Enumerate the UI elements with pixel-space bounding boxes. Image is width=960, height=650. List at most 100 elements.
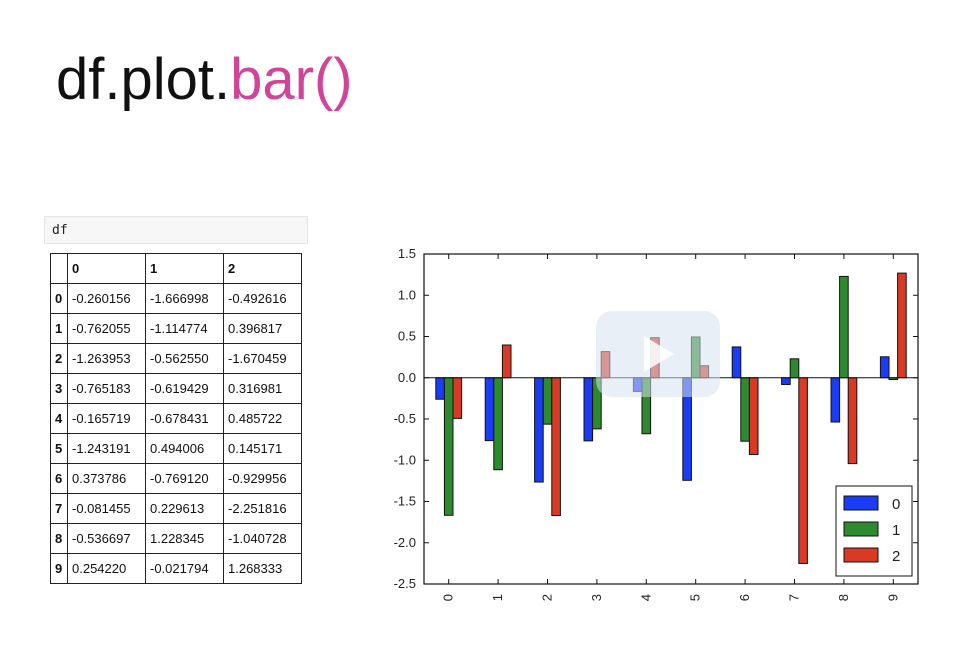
table-cell: 0.485722	[223, 403, 302, 434]
code-cell[interactable]: df	[44, 216, 308, 244]
y-tick-label: -1.5	[394, 494, 416, 509]
table-cell: -1.263953	[67, 343, 146, 374]
table-cell: -2.251816	[223, 493, 302, 524]
x-tick-label: 7	[787, 594, 802, 601]
x-tick-label: 9	[885, 594, 900, 601]
bar-series-0-0	[435, 377, 445, 400]
bar-series-0-2	[534, 377, 544, 483]
bar-chart: 1.5 1.0 0.5 0.0 -0.5 -1.0 -1.5 -2.0 -2.5 0 1 2 3 4 5 6 7…	[370, 240, 930, 620]
bar-series-0-3	[583, 377, 594, 442]
row-index: 7	[50, 493, 68, 524]
table-cell: -0.765183	[67, 373, 146, 404]
table-row: 8 -0.536697 1.228345 -1.040728	[50, 523, 302, 554]
bar-series-2-0	[452, 377, 463, 419]
table-row: 9 0.254220 -0.021794 1.268333	[50, 553, 302, 584]
table-cell: 0.229613	[145, 493, 224, 524]
bar-series-2-1	[501, 344, 512, 379]
table-cell: 0.316981	[223, 373, 302, 404]
y-tick-label: -1.0	[394, 452, 416, 467]
title-prefix: df.plot.	[56, 47, 231, 112]
table-cell: 0.373786	[67, 463, 146, 494]
row-index: 2	[50, 343, 68, 374]
table-cell: -1.114774	[145, 313, 224, 344]
header-col-2: 2	[223, 253, 302, 284]
code-text: df	[52, 223, 68, 238]
legend-swatch-2	[843, 547, 879, 563]
table-row: 2 -1.263953 -0.562550 -1.670459	[50, 343, 302, 374]
bar-series-1-8	[839, 275, 849, 379]
bar-chart-svg: 1.5 1.0 0.5 0.0 -0.5 -1.0 -1.5 -2.0 -2.5 0 1 2 3 4 5 6 7…	[394, 246, 919, 601]
legend-label-2: 2	[892, 548, 900, 565]
table-cell: -1.670459	[223, 343, 302, 374]
table-cell: 0.254220	[67, 553, 146, 584]
x-tick-label: 6	[737, 594, 752, 601]
row-index: 0	[50, 283, 68, 314]
bar-series-1-0	[443, 377, 454, 516]
legend-swatch-1	[843, 521, 879, 537]
table-cell: -0.260156	[67, 283, 146, 314]
slide-title: df.plot.bar()	[56, 40, 353, 120]
bar-series-2-9	[897, 272, 907, 379]
header-col-0: 0	[67, 253, 146, 284]
x-tick-label: 5	[688, 594, 703, 601]
y-tick-label: 1.0	[398, 287, 416, 302]
legend-label-1: 1	[892, 522, 900, 539]
y-tick-label: -2.5	[394, 576, 416, 591]
table-cell: 1.228345	[145, 523, 224, 554]
x-tick-label: 3	[589, 594, 604, 601]
legend-swatch-0	[843, 495, 879, 511]
table-cell: -0.165719	[67, 403, 146, 434]
table-row: 5 -1.243191 0.494006 0.145171	[50, 433, 302, 464]
table-cell: -0.492616	[223, 283, 302, 314]
bar-series-2-8	[847, 377, 858, 465]
bar-series-0-9	[879, 356, 890, 379]
row-index: 5	[50, 433, 68, 464]
table-cell: 0.494006	[145, 433, 224, 464]
table-cell: -1.040728	[223, 523, 302, 554]
bar-series-1-1	[493, 377, 503, 471]
bar-series-0-8	[830, 377, 841, 423]
dataframe-table: 0 1 2 0 -0.260156 -1.666998 -0.492616 1 …	[50, 253, 302, 584]
table-row: 7 -0.081455 0.229613 -2.251816	[50, 493, 302, 524]
table-row: 1 -0.762055 -1.114774 0.396817	[50, 313, 302, 344]
table-cell: -1.243191	[67, 433, 146, 464]
row-index: 4	[50, 403, 68, 434]
table-cell: -0.562550	[145, 343, 224, 374]
table-cell: -0.619429	[145, 373, 224, 404]
bar-series-2-7	[798, 377, 808, 565]
row-index: 9	[50, 553, 68, 584]
bar-series-1-2	[542, 377, 553, 425]
y-tick-label: 0.5	[398, 329, 416, 344]
y-tick-label: -2.0	[394, 535, 416, 550]
table-cell: -0.678431	[145, 403, 224, 434]
x-tick-label: 4	[638, 594, 653, 601]
bar-series-2-2	[551, 377, 561, 517]
y-tick-label: 1.5	[398, 246, 416, 261]
table-row: 4 -0.165719 -0.678431 0.485722	[50, 403, 302, 434]
play-icon	[644, 336, 674, 372]
play-button[interactable]	[596, 311, 720, 397]
x-tick-label: 0	[441, 594, 456, 601]
row-index: 1	[50, 313, 68, 344]
row-index: 6	[50, 463, 68, 494]
header-index	[50, 253, 68, 284]
bar-series-0-1	[484, 377, 495, 442]
x-tick-label: 2	[540, 594, 555, 601]
table-cell: -0.081455	[67, 493, 146, 524]
row-index: 8	[50, 523, 68, 554]
row-index: 3	[50, 373, 68, 404]
bar-series-1-6	[740, 377, 750, 442]
bar-series-0-6	[731, 346, 742, 379]
bar-series-2-6	[748, 377, 759, 455]
table-cell: 0.396817	[223, 313, 302, 344]
table-cell: -0.021794	[145, 553, 224, 584]
table-row: 6 0.373786 -0.769120 -0.929956	[50, 463, 302, 494]
y-tick-label: -0.5	[394, 411, 416, 426]
table-cell: -0.929956	[223, 463, 302, 494]
bar-series-0-7	[781, 377, 791, 385]
table-cell: -1.666998	[145, 283, 224, 314]
table-cell: 0.145171	[223, 433, 302, 464]
table-row: 0 -0.260156 -1.666998 -0.492616	[50, 283, 302, 314]
legend-label-0: 0	[892, 496, 900, 513]
